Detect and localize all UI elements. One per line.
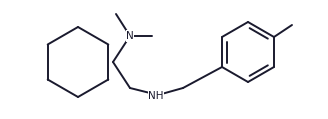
Text: NH: NH [148,91,164,101]
Text: N: N [126,31,134,41]
